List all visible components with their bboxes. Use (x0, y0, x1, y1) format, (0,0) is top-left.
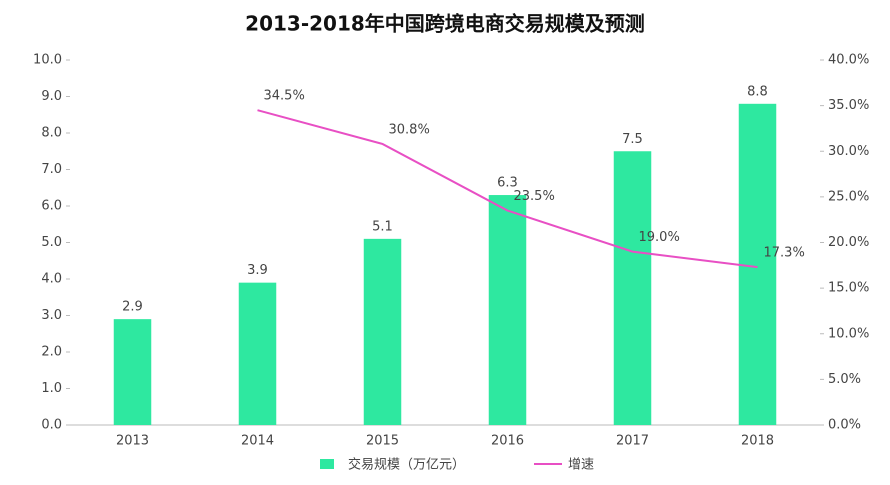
line-value-label: 17.3% (764, 246, 805, 261)
y-tick-label: 0.0 (41, 418, 62, 433)
x-tick-label: 2014 (241, 434, 274, 449)
line-value-label: 30.8% (389, 122, 430, 137)
y2-tick-label: 15.0% (828, 281, 869, 296)
growth-line (257, 109, 758, 269)
y-tick-label: 4.0 (41, 272, 62, 287)
legend-label: 增速 (568, 458, 594, 473)
line-value-label: 34.5% (264, 89, 305, 104)
bar (613, 151, 652, 425)
y-tick-label: 10.0 (33, 53, 62, 68)
y2-tick-label: 10.0% (828, 326, 869, 341)
bar (488, 195, 527, 425)
y-tick-label: 9.0 (41, 89, 62, 104)
bar (113, 319, 152, 425)
y2-tick-label: 30.0% (828, 144, 869, 159)
y-tick-label: 1.0 (41, 381, 62, 396)
bar-value-label: 7.5 (622, 132, 643, 147)
line-value-label: 23.5% (514, 189, 555, 204)
y2-tick-label: 40.0% (828, 53, 869, 68)
x-tick-label: 2015 (366, 434, 399, 449)
y2-tick-label: 0.0% (828, 418, 861, 433)
y2-tick-label: 5.0% (828, 372, 861, 387)
y-tick-label: 7.0 (41, 162, 62, 177)
y-tick-label: 8.0 (41, 126, 62, 141)
bar-value-label: 3.9 (247, 263, 268, 278)
legend-swatch (320, 459, 334, 469)
y2-tick-label: 35.0% (828, 98, 869, 113)
y-tick-label: 2.0 (41, 345, 62, 360)
x-tick-label: 2013 (116, 434, 149, 449)
x-tick-label: 2018 (741, 434, 774, 449)
x-tick-label: 2017 (616, 434, 649, 449)
chart-title: 2013-2018年中国跨境电商交易规模及预测 (245, 12, 645, 36)
y-tick-label: 5.0 (41, 235, 62, 250)
y-tick-label: 3.0 (41, 308, 62, 323)
y2-tick-label: 20.0% (828, 235, 869, 250)
legend-label: 交易规模（万亿元） (348, 457, 465, 473)
bar (363, 238, 402, 425)
x-tick-label: 2016 (491, 434, 524, 449)
line-value-label: 19.0% (639, 230, 680, 245)
bar-value-label: 6.3 (497, 176, 518, 191)
bar (738, 103, 777, 426)
y2-tick-label: 25.0% (828, 189, 869, 204)
bar (238, 282, 277, 425)
bar-value-label: 8.8 (747, 84, 768, 99)
bar-value-label: 2.9 (122, 300, 143, 315)
bar-value-label: 5.1 (372, 219, 393, 234)
y-tick-label: 6.0 (41, 199, 62, 214)
